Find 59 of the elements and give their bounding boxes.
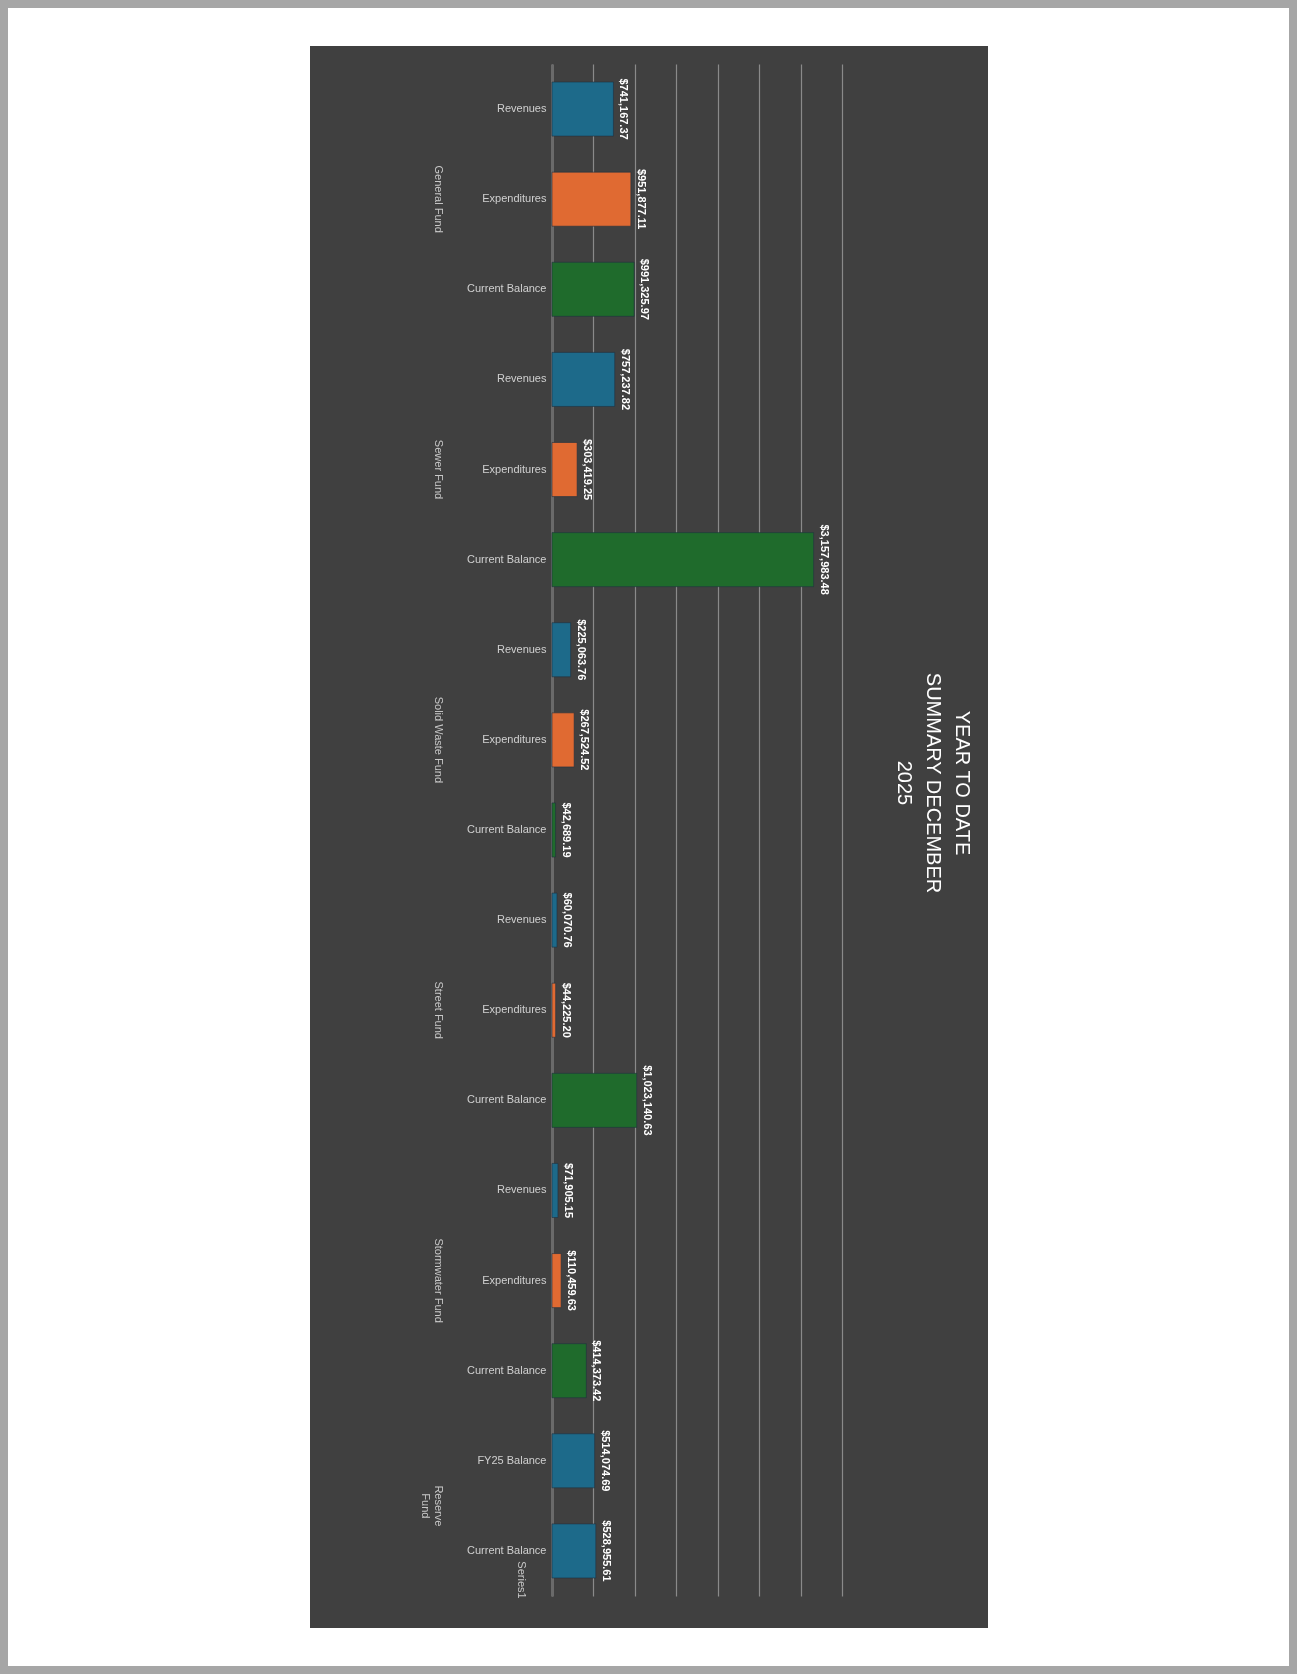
text: YEAR TO DATE SUMMARY DECEMBER 2025 (894, 672, 974, 894)
y-tick-label: Revenues (496, 102, 547, 115)
text: Solid Waste Fund (433, 696, 445, 784)
y-tick-label: Expenditures (482, 462, 547, 475)
y-tick-label: Current Balance (467, 823, 547, 835)
data-label: $225,063.76 (575, 619, 588, 681)
bar (551, 1433, 595, 1489)
data-label: $514,074.69 (599, 1430, 612, 1492)
y-tick-label: Revenues (496, 913, 547, 926)
data-label: $44,225.20 (560, 982, 573, 1038)
y-tick-label: Current Balance (467, 552, 547, 565)
bar (551, 352, 616, 407)
bar (551, 81, 614, 137)
bar (551, 171, 632, 227)
y-tick-label: Current Balance (467, 1093, 547, 1106)
bar (551, 1073, 638, 1128)
data-label: $414,373.42 (591, 1340, 604, 1402)
data-label: $60,070.76 (561, 892, 574, 948)
bar (551, 1163, 559, 1218)
y-tick-label: Revenues (496, 642, 547, 655)
bar (551, 442, 578, 497)
text: Street Fund (433, 981, 445, 1039)
bar (551, 892, 558, 948)
data-label: $110,459.63 (566, 1250, 579, 1311)
bar (551, 1343, 587, 1399)
data-label: $42,689.19 (560, 802, 573, 858)
text: Reserve Fund (420, 1485, 445, 1527)
bar (551, 622, 571, 678)
y-tick-label: Current Balance (467, 1363, 547, 1376)
y-tick-label: Expenditures (482, 1273, 547, 1286)
data-label: $267,524.52 (579, 709, 592, 771)
y-tick-label: Revenues (496, 372, 547, 385)
y-tick-label: Revenues (496, 1183, 547, 1196)
y-tick-label: Current Balance (467, 282, 547, 295)
data-label: $71,905.15 (562, 1162, 575, 1218)
y-tick-label: FY25 Balance (477, 1453, 547, 1466)
text: Sewer Fund (433, 439, 445, 500)
data-label: $3,157,983.48 (818, 524, 831, 595)
bar (551, 532, 814, 587)
data-label: $741,167.37 (618, 78, 631, 140)
data-label: $528,955.61 (600, 1520, 613, 1582)
data-label: $991,325.97 (639, 258, 652, 320)
bar (551, 1523, 597, 1579)
bar (551, 982, 556, 1038)
y-tick-label: Current Balance (467, 1543, 547, 1556)
text: Stormwater Fund (433, 1238, 445, 1323)
data-label: $757,237.82 (619, 348, 632, 410)
bar (551, 712, 575, 768)
text: General Fund (433, 165, 445, 233)
y-tick-label: Expenditures (482, 192, 547, 205)
data-label: $303,419.25 (582, 438, 595, 501)
data-label: $951,877.11 (635, 168, 648, 230)
bar (551, 1253, 562, 1308)
y-tick-label: Expenditures (482, 732, 547, 745)
text: Series1 (516, 1561, 528, 1599)
data-label: $1,023,140.63 (641, 1065, 654, 1136)
bar (551, 802, 556, 858)
y-tick-label: Expenditures (482, 1003, 547, 1016)
bar (551, 261, 635, 317)
